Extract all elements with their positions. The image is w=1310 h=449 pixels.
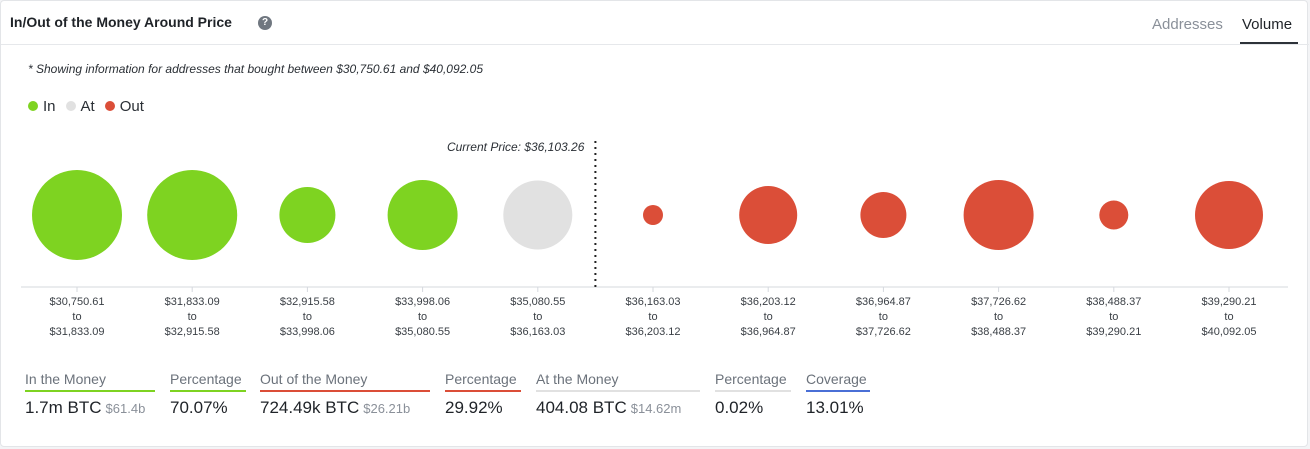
stat-in-the-money-usd: $61.4b [105, 401, 146, 416]
stat-coverage-line [806, 390, 870, 392]
bubble-in[interactable] [279, 187, 336, 243]
stat-out-of-the-money-line [260, 390, 430, 392]
tick-label-to: to [994, 311, 1003, 323]
bubble-out[interactable] [963, 180, 1034, 250]
current-price-label: Current Price: $36,103.26 [447, 140, 585, 154]
bubble-out[interactable] [1195, 181, 1263, 249]
stat-in-the-money-btc: 1.7m BTC [25, 398, 102, 417]
tick-label-from: $31,833.09 [165, 296, 220, 308]
stat-at-percentage-label: Percentage [715, 371, 787, 387]
stat-in-percentage: Percentage 70.07% [170, 371, 246, 418]
tick-label-to: to [418, 311, 427, 323]
stat-at-the-money-label: At the Money [536, 371, 619, 387]
stat-out-percentage-label: Percentage [445, 371, 517, 387]
legend-item-out[interactable]: Out [104, 97, 144, 115]
card-header: In/Out of the Money Around Price ? Addre… [1, 1, 1309, 45]
tab-addresses[interactable]: Addresses [1152, 16, 1223, 33]
stat-at-the-money-btc: 404.08 BTC [536, 398, 627, 417]
stat-at-the-money-line [536, 390, 700, 392]
legend-label-at: At [80, 97, 95, 115]
stat-in-the-money-value: 1.7m BTC $61.4b [25, 398, 155, 418]
tick-label-from: $33,998.06 [395, 296, 450, 308]
stat-at-percentage: Percentage 0.02% [715, 371, 791, 418]
tab-volume[interactable]: Volume [1242, 16, 1293, 33]
iomap-bubble-chart: Current Price: $36,103.26 $30,750.61 to $31… [21, 140, 1288, 338]
stat-at-the-money: At the Money 404.08 BTC $14.62m [536, 371, 700, 418]
tick-label-end: $31,833.09 [49, 326, 104, 338]
summary-stats: In the Money 1.7m BTC $61.4b Percentage 7… [1, 371, 1309, 431]
legend-dot-at [65, 101, 76, 111]
tick-label-to: to [1224, 311, 1233, 323]
tick-label-to: to [188, 311, 197, 323]
tick-label-from: $39,290.21 [1201, 296, 1256, 308]
tick-label-to: to [303, 311, 312, 323]
tick-label-from: $35,080.55 [510, 296, 565, 308]
tick-label-end: $32,915.58 [165, 326, 220, 338]
stat-out-of-the-money-usd: $26.21b [363, 401, 411, 416]
bubble-out[interactable] [860, 192, 907, 238]
stat-in-percentage-value: 70.07% [170, 398, 228, 417]
tick-label-to: to [533, 311, 542, 323]
stat-in-the-money-label: In the Money [25, 371, 106, 387]
stat-at-the-money-usd: $14.62m [630, 401, 682, 416]
range-note: * Showing information for addresses that… [28, 62, 483, 76]
stat-coverage-value: 13.01% [806, 398, 864, 417]
tick-label-end: $36,964.87 [741, 326, 796, 338]
tick-label-from: $38,488.37 [1086, 296, 1141, 308]
stat-coverage: Coverage 13.01% [806, 371, 870, 418]
bubble-in[interactable] [147, 170, 238, 260]
bubble-out[interactable] [1099, 200, 1129, 230]
legend-item-at[interactable]: At [65, 97, 95, 115]
stat-at-percentage-value: 0.02% [715, 398, 764, 417]
tick-label-from: $32,915.58 [280, 296, 335, 308]
stat-in-the-money-line [25, 390, 155, 392]
legend-dot-in [28, 101, 38, 111]
bubble-out[interactable] [643, 205, 663, 225]
legend-label-in: In [43, 97, 56, 115]
tick-label-from: $36,203.12 [741, 296, 796, 308]
stat-coverage-label: Coverage [806, 371, 867, 387]
legend-item-in[interactable]: In [28, 98, 56, 115]
bubble-in[interactable] [387, 180, 458, 250]
stat-in-percentage-label: Percentage [170, 371, 242, 387]
active-tab-indicator [1240, 42, 1298, 44]
card-title: In/Out of the Money Around Price [10, 14, 232, 30]
legend-label-out: Out [119, 97, 144, 115]
stat-out-of-the-money-btc: 724.49k BTC [260, 398, 360, 417]
stat-in-percentage-line [170, 390, 246, 392]
tick-label-end: $35,080.55 [395, 326, 450, 338]
tick-label-end: $38,488.37 [971, 326, 1026, 338]
tick-label-end: $36,163.03 [510, 326, 565, 338]
stat-out-of-the-money-value: 724.49k BTC $26.21b [260, 398, 430, 418]
stat-out-of-the-money-label: Out of the Money [260, 371, 368, 387]
chart-legend: In At Out [28, 97, 154, 115]
stat-at-the-money-value: 404.08 BTC $14.62m [536, 398, 700, 418]
tick-label-from: $37,726.62 [971, 296, 1026, 308]
bubble-at[interactable] [503, 180, 573, 250]
bubble-out[interactable] [739, 186, 798, 244]
tick-label-end: $36,203.12 [625, 326, 680, 338]
stat-out-percentage-value: 29.92% [445, 398, 503, 417]
stat-in-the-money: In the Money 1.7m BTC $61.4b [25, 371, 155, 418]
tick-label-to: to [879, 311, 888, 323]
legend-dot-out [104, 101, 115, 111]
bubble-in[interactable] [32, 170, 122, 260]
tick-label-from: $36,964.87 [856, 296, 911, 308]
tick-label-to: to [764, 311, 773, 323]
stat-out-percentage-line [445, 390, 521, 392]
tick-label-end: $40,092.05 [1201, 326, 1256, 338]
tick-label-to: to [72, 311, 81, 323]
tick-label-end: $37,726.62 [856, 326, 911, 338]
tick-label-end: $33,998.06 [280, 326, 335, 338]
tick-label-to: to [648, 311, 657, 323]
stat-out-percentage: Percentage 29.92% [445, 371, 521, 418]
tick-label-to: to [1109, 311, 1118, 323]
tick-label-end: $39,290.21 [1086, 326, 1141, 338]
question-circle-icon[interactable]: ? [258, 16, 272, 30]
stat-at-percentage-line [715, 390, 791, 392]
tick-label-from: $36,163.03 [625, 296, 680, 308]
stat-out-of-the-money: Out of the Money 724.49k BTC $26.21b [260, 371, 430, 418]
tick-label-from: $30,750.61 [49, 296, 104, 308]
